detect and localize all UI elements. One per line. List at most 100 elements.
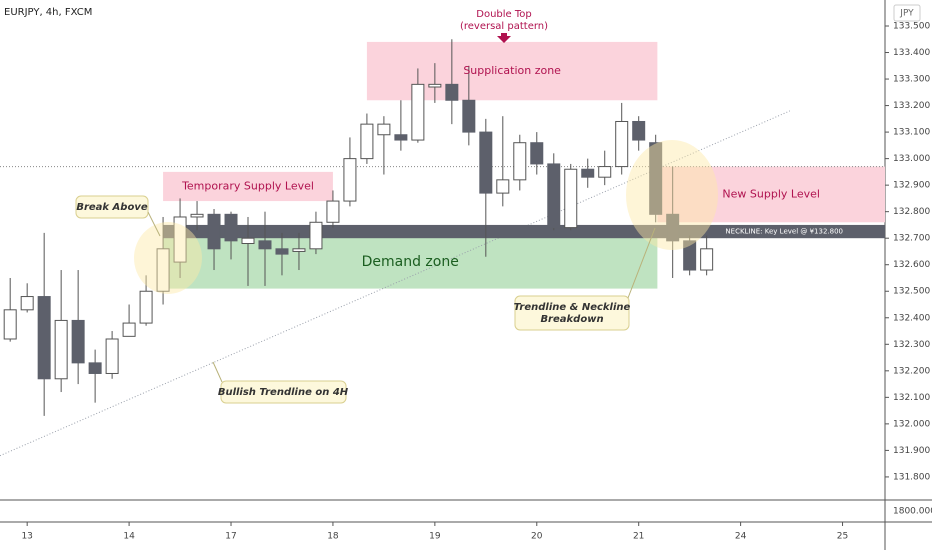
candle-body	[411, 83, 425, 141]
candle-body	[156, 248, 170, 292]
candle-body	[207, 213, 221, 250]
candle-body	[292, 248, 306, 252]
x-tick-label: 19	[429, 532, 441, 542]
annotation-text: Double Top	[476, 9, 532, 20]
y-tick-label: 132.700	[893, 234, 930, 244]
x-tick-label: 18	[327, 532, 339, 542]
candle-body	[139, 290, 153, 324]
zone	[163, 235, 658, 289]
neckline-label: NECKLINE: Key Level @ ¥132.800	[725, 228, 843, 236]
x-tick-label: 17	[225, 532, 236, 542]
callout-box	[75, 195, 149, 219]
y-tick-label: 131.900	[893, 446, 930, 456]
x-tick-label: 13	[21, 532, 32, 542]
candle-body	[564, 168, 578, 229]
y-tick-label: 133.300	[893, 75, 930, 85]
candle-body	[122, 322, 136, 337]
candle-body	[20, 296, 34, 311]
candle-body	[666, 213, 680, 242]
candle-body	[428, 83, 442, 88]
x-tick-label: 14	[123, 532, 135, 542]
candle-body	[360, 123, 374, 160]
y-tick-label: 132.900	[893, 181, 930, 191]
x-tick-label: 24	[735, 532, 747, 542]
candle-body	[54, 319, 68, 380]
y-tick-label: 132.600	[893, 260, 930, 270]
candle-body	[683, 240, 697, 271]
callout-text: Break Above	[76, 202, 148, 213]
callout-text: Breakdown	[540, 314, 603, 325]
zone-label: Supplication zone	[463, 64, 561, 77]
overlay: Supplication zone Temporary Supply Level D…	[181, 64, 843, 270]
candle-body	[581, 168, 595, 178]
candle-body	[394, 134, 408, 141]
zone-label: New Supply Level	[722, 187, 820, 200]
candle-body	[224, 213, 238, 242]
y-tick-label: 133.100	[893, 128, 930, 138]
y-tick-label: 132.800	[893, 207, 930, 217]
candle-body	[377, 123, 391, 136]
callout-pointer	[212, 361, 223, 383]
y-tick-label: 132.400	[893, 313, 930, 323]
candle-body	[479, 131, 493, 194]
x-tick-label: 25	[837, 532, 848, 542]
callout-box	[220, 380, 347, 404]
y-tick-label: 132.100	[893, 393, 930, 403]
y-tick-label: 132.500	[893, 287, 930, 297]
neckline-band	[163, 224, 885, 239]
candle-body	[37, 296, 51, 380]
candle-body	[3, 309, 17, 340]
candle-body	[513, 142, 527, 181]
y-tick-label: 132.200	[893, 366, 930, 376]
y-tick-label: 133.500	[893, 21, 930, 31]
candle-body	[496, 179, 510, 194]
y-tick-label: 132.300	[893, 340, 930, 350]
candle-body	[241, 237, 255, 245]
currency-label: JPY	[899, 9, 914, 19]
candle-body	[598, 166, 612, 178]
y-tick-label: 132.000	[893, 419, 930, 429]
annotation-text: (reversal pattern)	[460, 21, 548, 32]
callout-box	[514, 295, 630, 331]
y-tick-label: 133.200	[893, 101, 930, 111]
y-tick-label: 133.000	[893, 154, 930, 164]
zone-label: Temporary Supply Level	[181, 179, 314, 192]
candle-body	[190, 213, 204, 218]
highlight-circle	[134, 222, 202, 294]
lower-panel-label: 1800.000	[893, 507, 932, 517]
candle-body	[530, 142, 544, 165]
zone	[657, 166, 885, 223]
zone	[163, 171, 333, 202]
callout-text: Bullish Trendline on 4H	[218, 387, 349, 398]
x-tick-label: 20	[531, 532, 543, 542]
candle-body	[173, 216, 187, 263]
candle-body	[462, 99, 476, 133]
candle-body	[326, 200, 340, 223]
arrow	[497, 33, 511, 43]
candle-body	[632, 120, 646, 141]
y-tick-label: 131.800	[893, 472, 930, 482]
y-tick-label: 133.400	[893, 48, 930, 58]
highlight-circle	[626, 140, 718, 250]
x-tick-label: 21	[633, 532, 644, 542]
zone-label: Demand zone	[362, 254, 459, 270]
candle-body	[615, 120, 629, 168]
candle-body	[445, 83, 459, 101]
candle-body	[309, 221, 323, 250]
chart-title: EURJPY, 4h, FXCM	[4, 7, 92, 18]
candle-body	[71, 319, 85, 364]
candle-body	[105, 338, 119, 374]
candle-body	[275, 248, 289, 255]
candle-body	[700, 248, 714, 271]
callout-pointer	[627, 227, 656, 299]
candle-body	[258, 240, 272, 250]
candle-body	[88, 362, 102, 374]
candle-body	[547, 163, 561, 229]
callout-text: Trendline & Neckline	[514, 302, 631, 313]
candle-body	[343, 158, 357, 202]
callout-pointer	[147, 211, 161, 237]
candle-body	[649, 142, 663, 215]
